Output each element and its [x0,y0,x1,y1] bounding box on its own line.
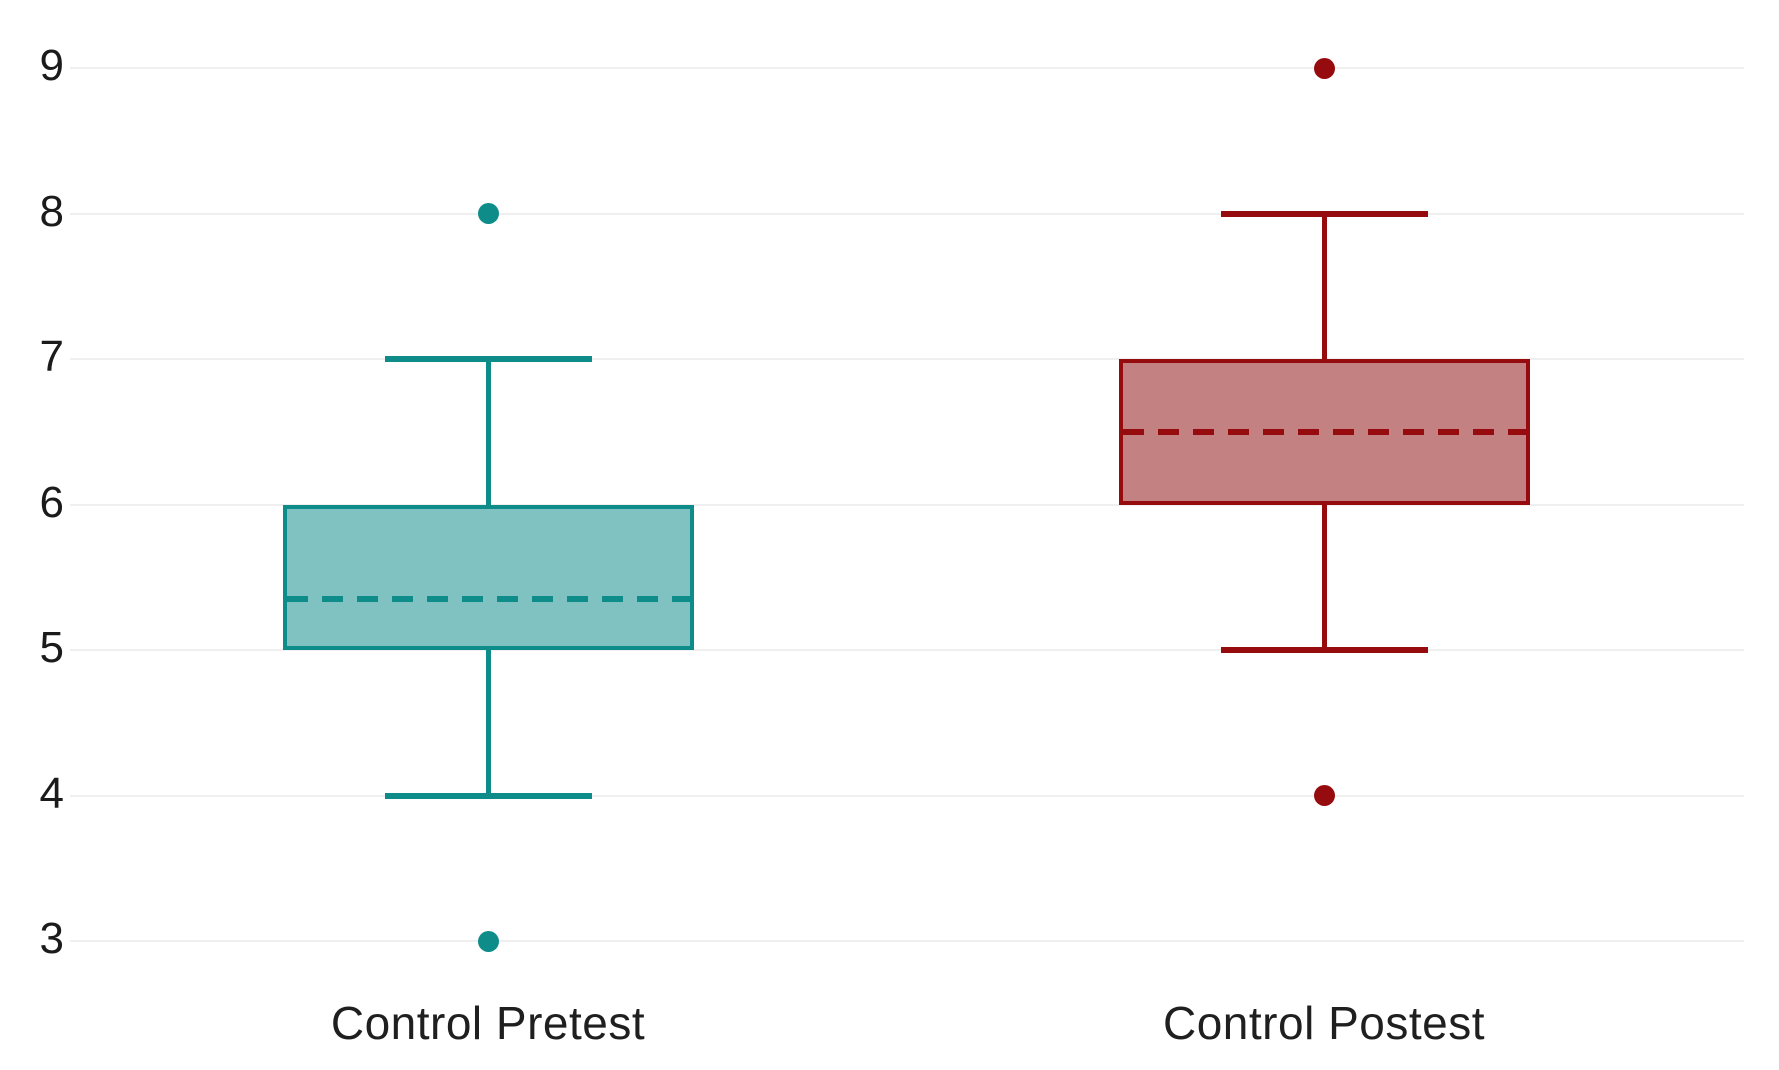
y-tick-label: 7 [39,332,64,381]
whisker-cap-lower-control-pretest [384,792,592,799]
y-tick-label: 6 [39,477,64,527]
x-axis-label-control-postest: Control Postest [1163,997,1485,1049]
outlier-dot-control-pretest [477,203,499,224]
gridline-y-3 [70,940,1744,942]
whisker-stem-lower-control-postest [1321,504,1327,650]
gridline-y-7 [70,358,1744,360]
mean-line-control-pretest [286,596,690,603]
gridline-y-9 [70,67,1744,69]
y-tick-label: 9 [39,41,64,90]
outlier-dot-control-postest [1313,57,1335,79]
x-axis-label-control-pretest: Control Pretest [330,997,646,1049]
gridline-y-8 [70,212,1744,215]
gridline-y-4 [70,794,1744,797]
whisker-stem-upper-control-pretest [485,359,491,505]
whisker-cap-lower-control-postest [1220,647,1428,653]
y-tick-label: 3 [39,914,64,963]
y-tick-label: 8 [39,186,64,236]
gridline-y-5 [70,649,1744,651]
y-tick-label: 5 [39,623,64,672]
gridline-y-6 [70,503,1744,506]
box-control-pretest [282,504,694,650]
mean-line-control-postest [1122,428,1526,435]
outlier-dot-control-pretest [477,930,499,952]
whisker-stem-lower-control-pretest [485,650,491,796]
whisker-cap-upper-control-postest [1220,210,1428,217]
y-tick-label: 4 [39,768,64,818]
whisker-cap-upper-control-pretest [384,356,592,362]
outlier-dot-control-postest [1313,785,1335,806]
whisker-stem-upper-control-postest [1321,213,1327,359]
